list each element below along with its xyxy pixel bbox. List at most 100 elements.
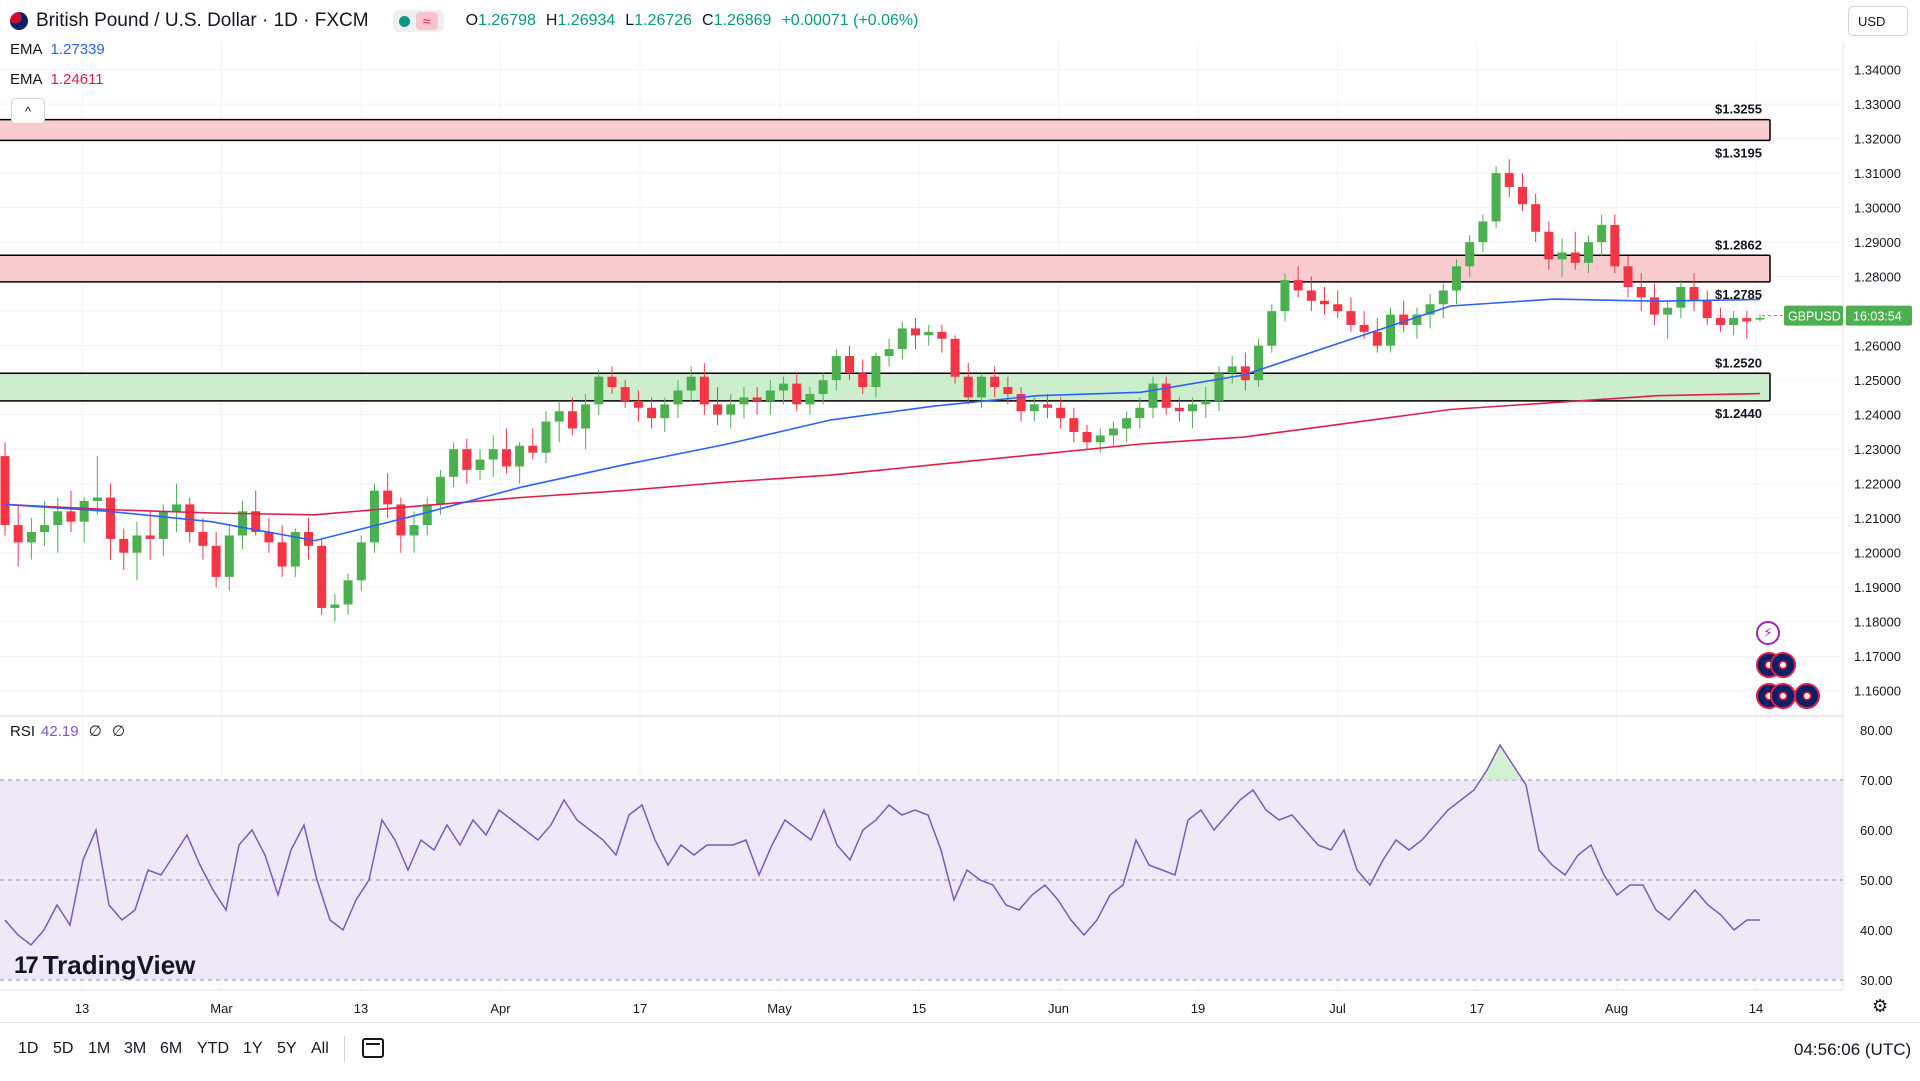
candle-body bbox=[1676, 287, 1686, 308]
candle-body bbox=[1715, 318, 1725, 325]
candle-body bbox=[475, 459, 485, 470]
price-axis[interactable]: 1.34000 1.33000 1.32000 1.31000 1.30000 1.290… bbox=[1842, 42, 1901, 990]
candle-body bbox=[132, 535, 142, 553]
market-status-pill[interactable]: ≈ bbox=[392, 10, 444, 32]
candle-body bbox=[1333, 304, 1343, 312]
open-label: O bbox=[465, 12, 479, 29]
ema-slow-label: EMA bbox=[10, 71, 43, 88]
candle-body bbox=[264, 532, 274, 543]
candle-body bbox=[515, 445, 525, 467]
timeframe-button-5y[interactable]: 5Y bbox=[277, 1040, 297, 1057]
timeframe-button-1m[interactable]: 1M bbox=[88, 1040, 111, 1057]
candle-body bbox=[910, 328, 920, 336]
candle-body bbox=[1478, 221, 1488, 243]
ema-fast-value: 1.27339 bbox=[50, 41, 105, 58]
candle-body bbox=[172, 504, 182, 512]
candle-body bbox=[0, 456, 10, 526]
rsi-tick-label: 80.00 bbox=[1860, 723, 1893, 738]
time-tick-label: 19 bbox=[1191, 1001, 1205, 1016]
candle-body bbox=[383, 490, 393, 505]
candle-body bbox=[1729, 318, 1739, 325]
uk-flag-icon[interactable] bbox=[1770, 652, 1796, 678]
candle-body bbox=[607, 376, 617, 388]
ema-lines bbox=[4, 298, 1761, 542]
rsi-line bbox=[4, 743, 1760, 947]
candle-body bbox=[1148, 383, 1158, 408]
candle-body bbox=[990, 376, 1000, 388]
ema-slow-legend[interactable]: EMA 1.24611 bbox=[10, 71, 104, 88]
rsi-tick-label: 70.00 bbox=[1860, 773, 1893, 788]
candle-body bbox=[567, 411, 577, 429]
timeframe-button-1d[interactable]: 1D bbox=[18, 1040, 39, 1057]
candle-body bbox=[145, 535, 155, 539]
collapse-legend-button[interactable]: ^ bbox=[11, 98, 45, 124]
settings-gear-icon[interactable]: ⚙ bbox=[1872, 996, 1889, 1016]
ema-fast-legend[interactable]: EMA 1.27339 bbox=[10, 41, 105, 58]
ema-fast-line bbox=[4, 298, 1761, 542]
candle-body bbox=[805, 393, 815, 405]
wave-icon[interactable]: ≈ bbox=[415, 12, 438, 30]
timeframe-button-3m[interactable]: 3M bbox=[124, 1040, 147, 1057]
time-tick-label: Mar bbox=[210, 1001, 233, 1016]
time-tick-label: May bbox=[767, 1001, 792, 1016]
time-tick-label: Apr bbox=[490, 1001, 511, 1016]
utc-clock[interactable]: 04:56:06 (UTC) bbox=[1794, 1040, 1912, 1059]
candle-body bbox=[1042, 404, 1052, 408]
rsi-tick-label: 50.00 bbox=[1860, 873, 1893, 888]
rsi-extra-2: ∅ bbox=[111, 723, 126, 740]
candle-body bbox=[779, 383, 789, 391]
symbol-title[interactable]: British Pound / U.S. Dollar · 1D · FXCM bbox=[36, 10, 369, 31]
rsi-pane: 80.00 70.00 60.00 50.00 40.00 30.00 bbox=[0, 715, 1893, 988]
timeframe-button-all[interactable]: All bbox=[311, 1040, 329, 1057]
candle-body bbox=[831, 356, 841, 381]
candle-body bbox=[317, 545, 327, 608]
candle-body bbox=[1570, 252, 1580, 263]
timeframe-button-5d[interactable]: 5D bbox=[53, 1040, 74, 1057]
tv-mark-icon: 17 bbox=[14, 951, 39, 979]
price-tick-label: 1.33000 bbox=[1854, 97, 1901, 112]
candle-body bbox=[660, 404, 670, 419]
price-tick-label: 1.16000 bbox=[1854, 684, 1901, 699]
level-label: $1.2785 bbox=[1715, 287, 1762, 302]
candle-body bbox=[1320, 300, 1330, 305]
uk-flag-icon[interactable] bbox=[1794, 683, 1820, 709]
rsi-label: RSI bbox=[10, 723, 36, 740]
price-tick-label: 1.17000 bbox=[1854, 649, 1901, 664]
high-value: 1.26934 bbox=[557, 12, 616, 29]
candle-body bbox=[1095, 435, 1105, 443]
candle-body bbox=[119, 538, 129, 553]
price-tick-label: 1.30000 bbox=[1854, 201, 1901, 216]
time-tick-label: 13 bbox=[75, 1001, 89, 1016]
candle-body bbox=[633, 400, 643, 408]
price-tick-label: 1.28000 bbox=[1854, 270, 1901, 285]
timeframe-button-6m[interactable]: 6M bbox=[160, 1040, 183, 1057]
candle-body bbox=[686, 376, 696, 391]
calendar-icon[interactable] bbox=[362, 1038, 384, 1058]
ema-fast-label: EMA bbox=[10, 41, 43, 58]
candle-body bbox=[765, 390, 775, 401]
candle-body bbox=[277, 542, 287, 567]
currency-button[interactable]: USD bbox=[1848, 6, 1908, 36]
price-tick-label: 1.24000 bbox=[1854, 408, 1901, 423]
time-tick-label: Aug bbox=[1605, 1001, 1628, 1016]
candle-body bbox=[185, 504, 195, 533]
timeframe-button-1y[interactable]: 1Y bbox=[243, 1040, 263, 1057]
lightning-icon[interactable]: ⚡ bbox=[1756, 621, 1780, 645]
symbol-tag-bg bbox=[1784, 305, 1843, 326]
candle-body bbox=[1452, 266, 1462, 291]
open-value: 1.26798 bbox=[478, 12, 536, 29]
candle-body bbox=[752, 397, 762, 401]
timeframe-button-ytd[interactable]: YTD bbox=[197, 1040, 229, 1057]
candle-body bbox=[924, 331, 934, 336]
time-axis[interactable]: 13 Mar 13 Apr 17 May 15 Jun 19 Jul 17 Aug 14 bbox=[0, 989, 1843, 1016]
candle-body bbox=[251, 511, 261, 533]
price-tick-label: 1.21000 bbox=[1854, 511, 1901, 526]
candle-body bbox=[1544, 231, 1554, 260]
us-flag-icon[interactable] bbox=[1770, 683, 1796, 709]
candle-body bbox=[1531, 204, 1541, 232]
candle-body bbox=[13, 525, 23, 543]
candle-body bbox=[1069, 418, 1079, 432]
rsi-legend[interactable]: RSI 42.19 ∅ ∅ bbox=[10, 722, 125, 740]
market-open-icon bbox=[398, 15, 410, 27]
